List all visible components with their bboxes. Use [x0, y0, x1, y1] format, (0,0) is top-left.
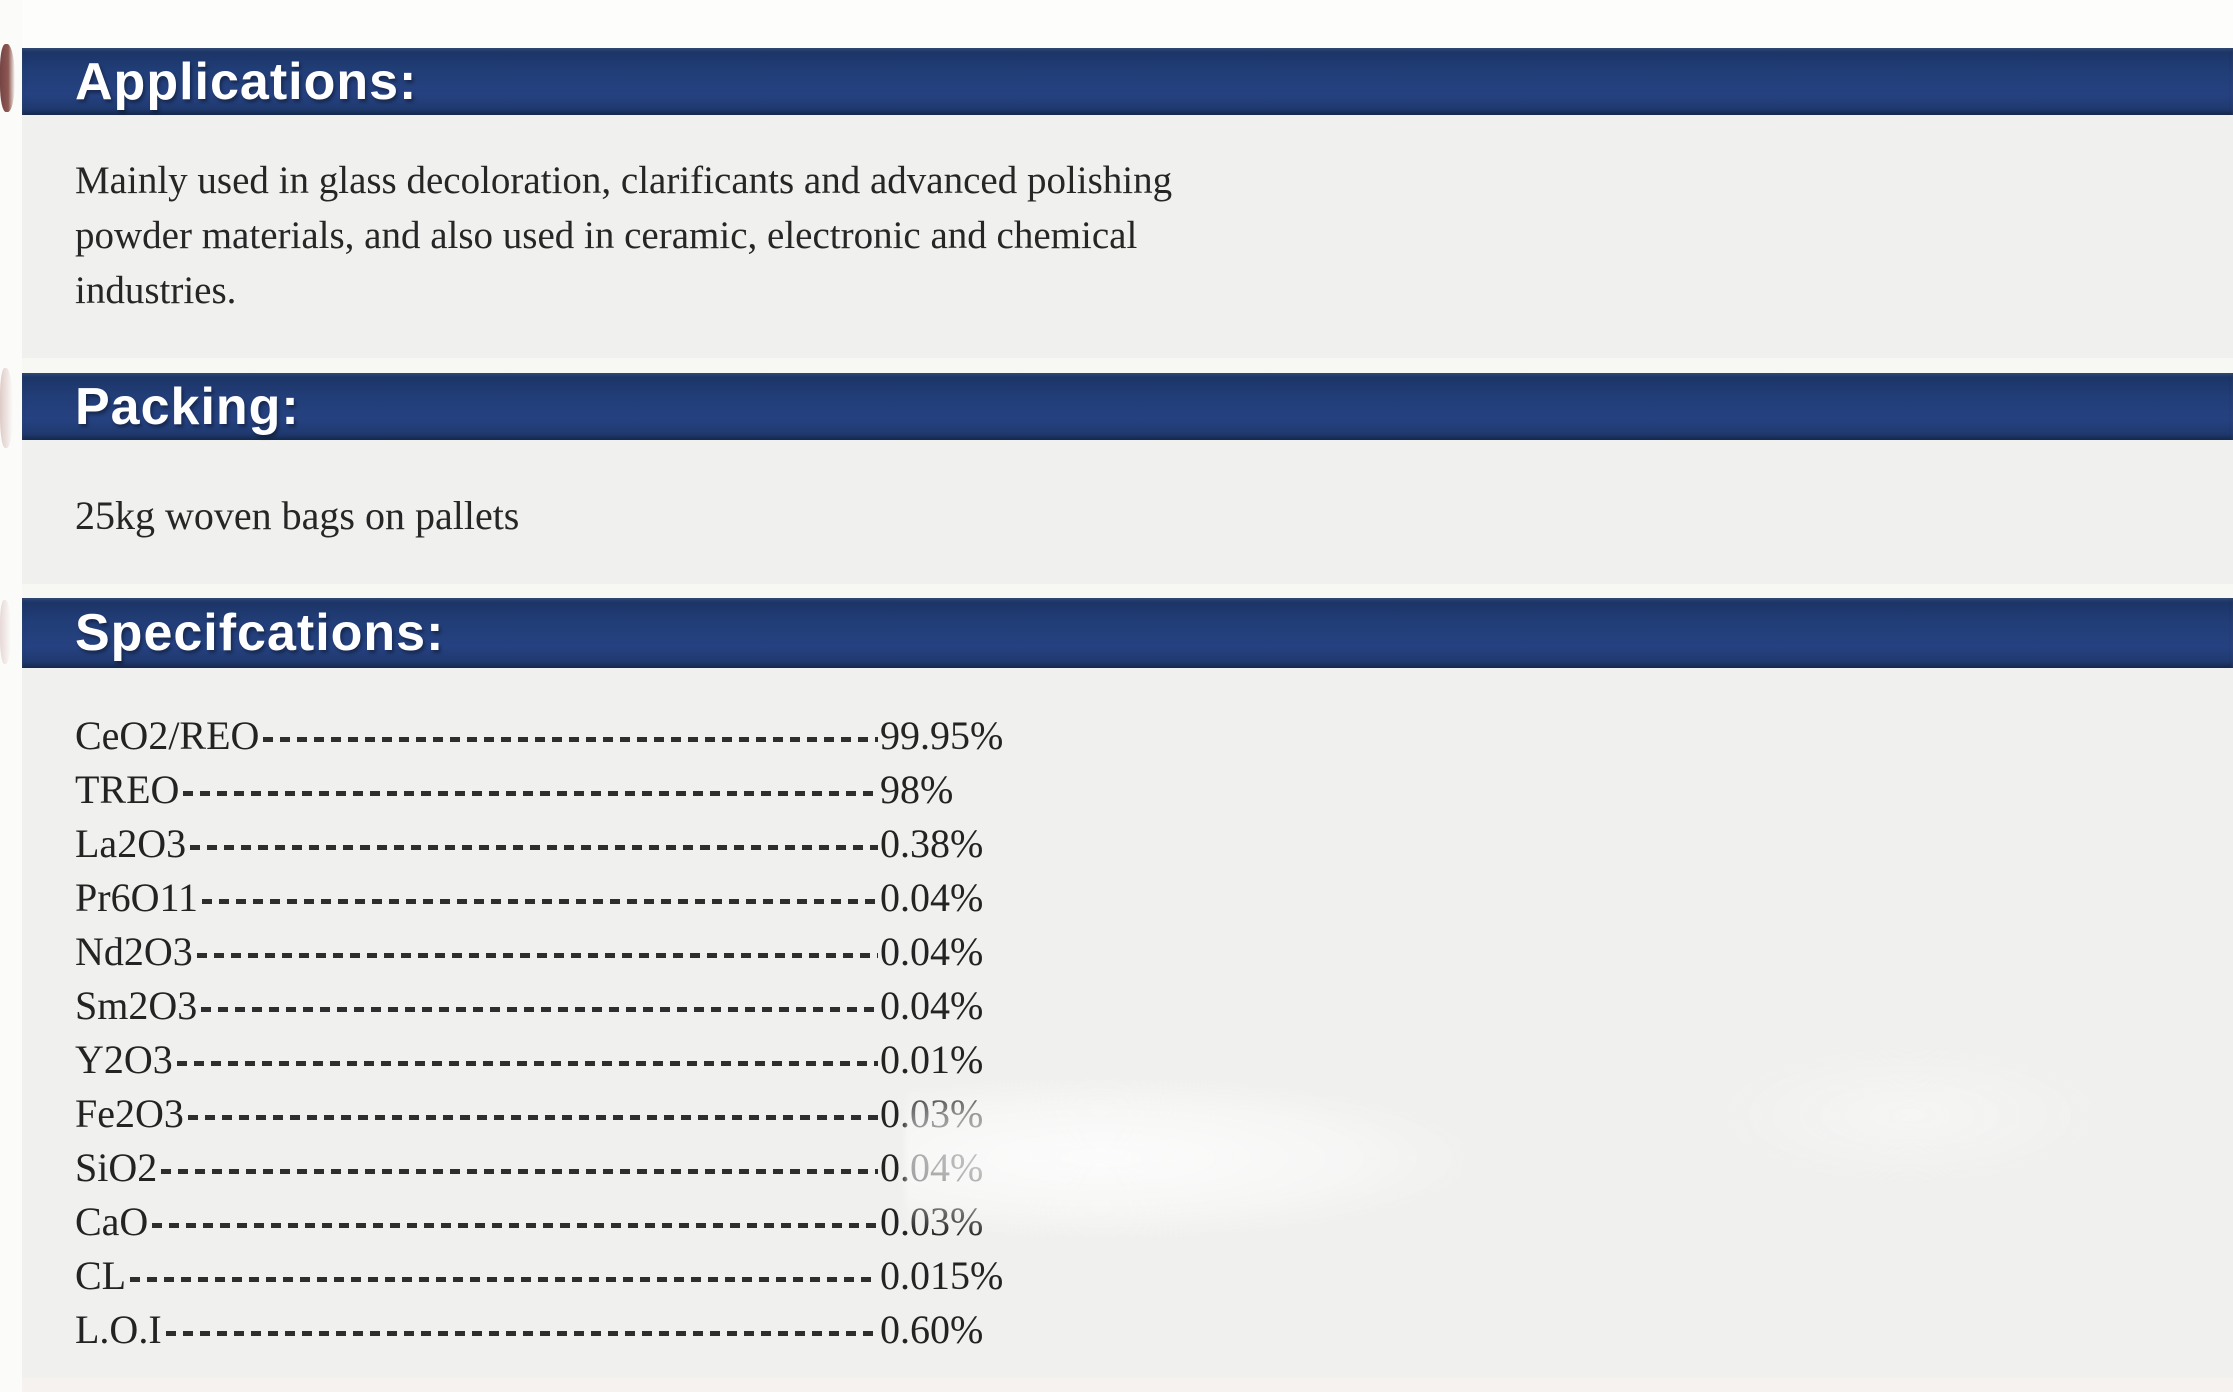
- applications-title: Applications:: [75, 52, 418, 111]
- spec-row-pr6o11: Pr6O11 0.04%: [75, 870, 2233, 924]
- spec-row-cao: CaO 0.03%: [75, 1194, 2233, 1248]
- dash-leader: [161, 1168, 878, 1174]
- packing-text: 25kg woven bags on pallets: [75, 493, 520, 538]
- spec-value: 0.38%: [880, 820, 984, 866]
- dash-leader: [183, 790, 878, 796]
- dash-leader: [196, 952, 878, 958]
- spec-value: 0.60%: [880, 1306, 984, 1352]
- spec-value: 0.04%: [880, 928, 984, 974]
- specifications-body: CeO2/REO 99.95% TREO 98% La2O3 0.38% Pr6…: [22, 668, 2233, 1378]
- spec-row-y2o3: Y2O3 0.01%: [75, 1032, 2233, 1086]
- spec-value: 0.04%: [880, 1144, 984, 1190]
- spec-value: 0.03%: [880, 1090, 984, 1136]
- document-content: Applications: Mainly used in glass decol…: [22, 48, 2233, 1392]
- dash-leader: [165, 1330, 878, 1336]
- spec-row-loi: L.O.I 0.60%: [75, 1302, 2233, 1356]
- spec-label: L.O.I: [75, 1306, 162, 1352]
- applications-line-2: powder materials, and also used in ceram…: [75, 214, 1138, 257]
- spec-label: Y2O3: [75, 1036, 173, 1082]
- dash-leader: [201, 1006, 878, 1012]
- spec-label: CL: [75, 1252, 127, 1298]
- spec-value: 0.01%: [880, 1036, 984, 1082]
- page-left-margin: [0, 0, 22, 1392]
- spec-label: La2O3: [75, 820, 187, 866]
- scan-artifact-smudge: [0, 368, 13, 448]
- top-whitespace: [0, 0, 2233, 48]
- spec-label: TREO: [75, 766, 180, 812]
- dash-leader: [152, 1222, 878, 1228]
- spec-label: Fe2O3: [75, 1090, 184, 1136]
- section-divider: [22, 584, 2233, 598]
- dash-leader: [187, 1114, 878, 1120]
- spec-value: 0.04%: [880, 982, 984, 1028]
- dash-leader: [263, 736, 878, 742]
- spec-value: 98%: [880, 766, 954, 812]
- spec-label: Pr6O11: [75, 874, 198, 920]
- spec-value: 0.04%: [880, 874, 984, 920]
- section-divider: [22, 358, 2233, 373]
- applications-body: Mainly used in glass decoloration, clari…: [22, 115, 2233, 358]
- spec-value: 0.03%: [880, 1198, 984, 1244]
- spec-row-sio2: SiO2 0.04%: [75, 1140, 2233, 1194]
- applications-line-1: Mainly used in glass decoloration, clari…: [75, 159, 1173, 202]
- applications-section-header: Applications:: [22, 48, 2233, 115]
- packing-body: 25kg woven bags on pallets: [22, 440, 2233, 584]
- packing-section-header: Packing:: [22, 373, 2233, 440]
- dash-leader: [176, 1060, 878, 1066]
- specifications-title: Specifcations:: [75, 604, 445, 662]
- spec-label: CeO2/REO: [75, 712, 260, 758]
- spec-row-treo: TREO 98%: [75, 762, 2233, 816]
- spec-row-fe2o3: Fe2O3 0.03%: [75, 1086, 2233, 1140]
- specifications-list: CeO2/REO 99.95% TREO 98% La2O3 0.38% Pr6…: [22, 668, 2233, 1356]
- bottom-whitespace: [22, 1378, 2233, 1392]
- spec-label: SiO2: [75, 1144, 158, 1190]
- dash-leader: [130, 1276, 878, 1282]
- spec-row-ceo2-reo: CeO2/REO 99.95%: [75, 708, 2233, 762]
- dash-leader: [190, 844, 878, 850]
- spec-row-sm2o3: Sm2O3 0.04%: [75, 978, 2233, 1032]
- scan-artifact-smudge: [0, 44, 15, 112]
- applications-paragraph: Mainly used in glass decoloration, clari…: [22, 115, 2233, 318]
- spec-row-la2o3: La2O3 0.38%: [75, 816, 2233, 870]
- spec-row-cl: CL 0.015%: [75, 1248, 2233, 1302]
- scan-artifact-smudge: [0, 600, 11, 664]
- spec-label: CaO: [75, 1198, 149, 1244]
- applications-line-3: industries.: [75, 269, 237, 312]
- spec-label: Sm2O3: [75, 982, 198, 1028]
- packing-title: Packing:: [75, 377, 300, 436]
- specifications-section-header: Specifcations:: [22, 598, 2233, 668]
- spec-value: 0.015%: [880, 1252, 1004, 1298]
- spec-value: 99.95%: [880, 712, 1004, 758]
- dash-leader: [201, 898, 878, 904]
- spec-row-nd2o3: Nd2O3 0.04%: [75, 924, 2233, 978]
- spec-label: Nd2O3: [75, 928, 193, 974]
